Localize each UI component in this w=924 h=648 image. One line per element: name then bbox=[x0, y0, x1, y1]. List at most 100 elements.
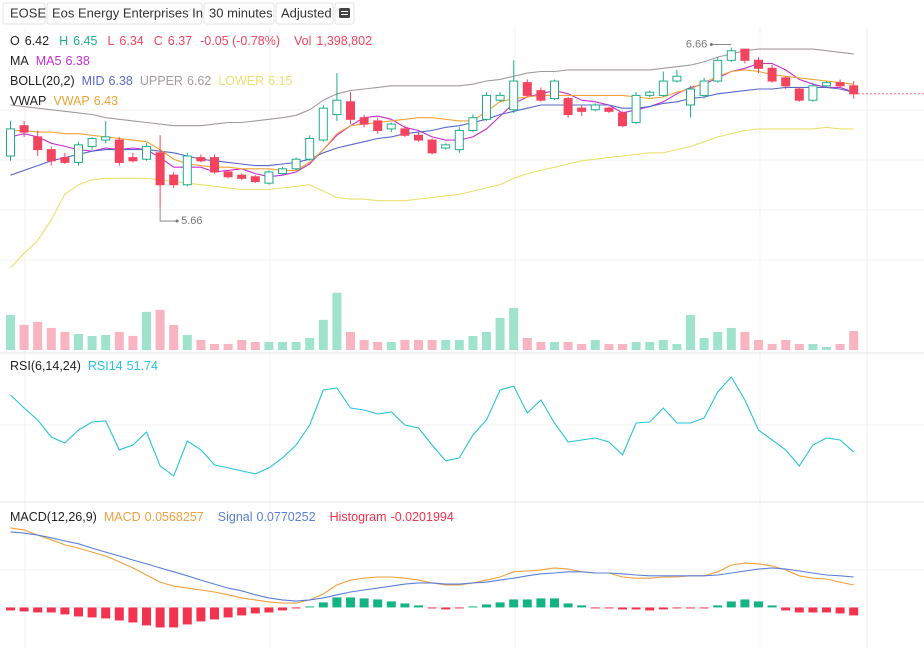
legend-text: -0.05 (-0.78%) bbox=[200, 34, 280, 48]
histogram-bar bbox=[155, 607, 165, 628]
low-label: 5.66 bbox=[181, 215, 202, 227]
candle-body bbox=[414, 134, 423, 141]
candle-body bbox=[142, 145, 151, 160]
legend-text: 6.38 bbox=[109, 74, 133, 88]
volume-bar bbox=[822, 346, 831, 350]
candle-body bbox=[672, 75, 682, 82]
candle-body bbox=[359, 117, 369, 125]
company-name: Eos Energy Enterprises Inc bbox=[52, 5, 210, 20]
histogram-bar bbox=[305, 606, 315, 608]
volume-bar bbox=[373, 341, 383, 350]
volume-bar bbox=[427, 339, 437, 350]
candle-body bbox=[726, 50, 736, 61]
histogram-bar bbox=[386, 601, 396, 608]
histogram-bar bbox=[835, 607, 845, 614]
histogram-bar bbox=[754, 601, 763, 608]
candle-body bbox=[563, 98, 573, 116]
volume-bar bbox=[699, 337, 709, 350]
legend-text: O bbox=[10, 34, 20, 48]
volume-bar bbox=[346, 331, 355, 350]
candle-body bbox=[128, 157, 138, 162]
histogram-bar bbox=[686, 607, 695, 609]
volume-bar bbox=[522, 337, 532, 350]
volume-bar bbox=[60, 331, 70, 350]
histogram-bar bbox=[781, 607, 791, 611]
toolbar: EOSE Eos Energy Enterprises Inc 30 minut… bbox=[2, 2, 355, 25]
candle-body bbox=[6, 128, 15, 157]
candle-body bbox=[155, 152, 165, 186]
histogram-bar bbox=[672, 607, 682, 609]
volume-bar bbox=[46, 327, 56, 350]
volume-bar bbox=[563, 341, 573, 350]
legend-row: VWAP VWAP 6.43 bbox=[10, 94, 118, 108]
volume-bar bbox=[754, 339, 763, 350]
legend-text: Histogram bbox=[330, 510, 387, 524]
histogram-bar bbox=[128, 607, 138, 623]
volume-bar bbox=[468, 335, 478, 350]
candle-body bbox=[808, 85, 818, 101]
candle-body bbox=[332, 99, 342, 116]
candle-body bbox=[19, 125, 29, 133]
legend-text: 6.62 bbox=[187, 74, 211, 88]
overlay-line bbox=[10, 69, 854, 171]
volume-bar bbox=[182, 334, 192, 350]
overlay-line bbox=[10, 48, 854, 127]
legend-row: O 6.42 H 6.45 L 6.34 C 6.37 -0.05 (-0.78%) Vol 1,3… bbox=[10, 34, 372, 48]
ticker-box[interactable] bbox=[2, 2, 46, 25]
volume-bar bbox=[482, 331, 491, 350]
high-label: 6.66 bbox=[686, 38, 707, 50]
histogram-bar bbox=[604, 607, 614, 609]
histogram-bar bbox=[427, 607, 437, 609]
legend-text: VWAP bbox=[10, 94, 46, 108]
histogram-bar bbox=[822, 607, 831, 613]
candle-body bbox=[441, 144, 451, 149]
volume-bar bbox=[835, 343, 845, 350]
volume-bar bbox=[536, 341, 546, 350]
histogram-bar bbox=[101, 607, 111, 619]
candle-body bbox=[454, 129, 464, 151]
legend-text: VWAP bbox=[53, 94, 89, 108]
low-marker bbox=[159, 207, 178, 222]
volume-bar bbox=[618, 343, 627, 350]
candle-body bbox=[264, 171, 274, 184]
candle-body bbox=[631, 94, 641, 124]
legend-text: Signal bbox=[218, 510, 253, 524]
candle-body bbox=[645, 91, 655, 96]
candle-body bbox=[196, 157, 206, 162]
volume-bar bbox=[196, 339, 206, 350]
histogram-bar bbox=[318, 602, 328, 608]
candle-body bbox=[101, 136, 111, 141]
histogram-bar bbox=[522, 599, 532, 608]
candle-body bbox=[618, 112, 627, 127]
marks: 6.66 5.66 bbox=[6, 38, 924, 628]
volume-bar bbox=[441, 339, 451, 350]
legend-text: BOLL(20,2) bbox=[10, 74, 75, 88]
candle-body bbox=[346, 101, 355, 120]
volume-bar bbox=[604, 343, 614, 350]
candle-body bbox=[740, 48, 750, 61]
company-box[interactable] bbox=[46, 2, 203, 25]
candle-body bbox=[74, 144, 83, 163]
volume-bar bbox=[264, 341, 274, 350]
candle-body bbox=[114, 139, 124, 163]
adjust-box[interactable] bbox=[275, 2, 334, 25]
histogram-bar bbox=[332, 597, 342, 608]
candle-body bbox=[318, 107, 328, 141]
histogram-bar bbox=[441, 607, 451, 610]
interval-box[interactable] bbox=[203, 2, 275, 25]
legend-text: 0.0568257 bbox=[145, 510, 204, 524]
candle-body bbox=[495, 94, 505, 101]
volume-bar bbox=[305, 337, 315, 350]
settings-icon bbox=[339, 8, 350, 18]
legend: O 6.42 H 6.45 L 6.34 C 6.37 -0.05 (-0.78%) Vol 1,3… bbox=[10, 34, 454, 524]
volume-bar bbox=[509, 307, 519, 350]
legend-text: LOWER bbox=[218, 74, 264, 88]
histogram-bar bbox=[74, 607, 83, 617]
volume-bar bbox=[128, 335, 138, 350]
histogram-bar bbox=[713, 605, 723, 608]
histogram-bar bbox=[182, 607, 192, 625]
volume-bar bbox=[808, 343, 818, 350]
candle-body bbox=[550, 80, 559, 100]
candle-body bbox=[87, 137, 97, 147]
